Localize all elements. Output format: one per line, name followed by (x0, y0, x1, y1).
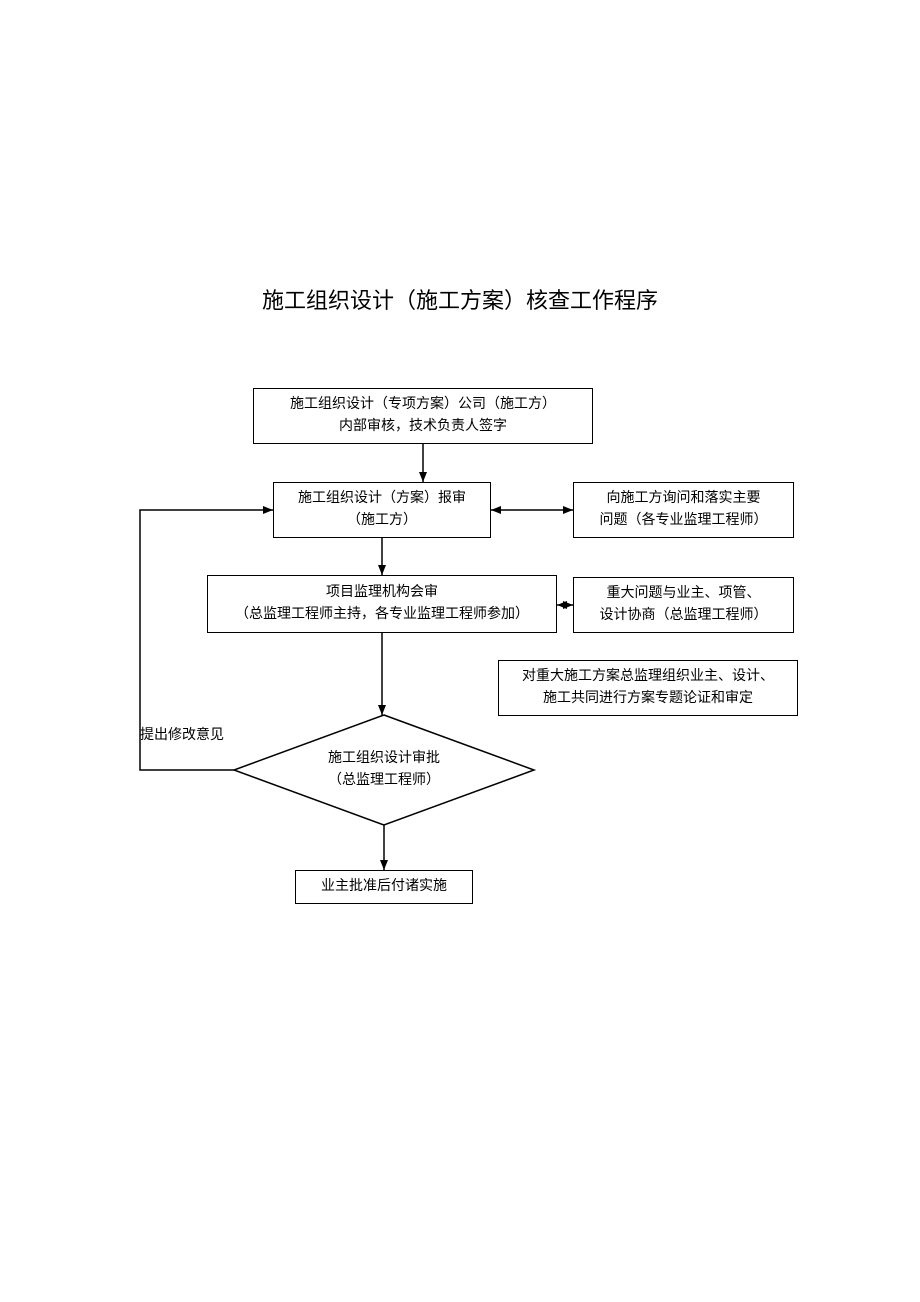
page-title: 施工组织设计（施工方案）核查工作程序 (0, 283, 920, 315)
side-major-review: 对重大施工方案总监理组织业主、设计、施工共同进行方案专题论证和审定 (498, 660, 798, 716)
flow-lines (0, 0, 920, 1302)
side-inquire: 向施工方询问和落实主要问题（各专业监理工程师） (573, 482, 794, 538)
side-consult: 重大问题与业主、项管、设计协商（总监理工程师） (573, 577, 794, 633)
node-supervision-review: 项目监理机构会审（总监理工程师主持，各专业监理工程师参加） (207, 575, 557, 633)
node-submit-review: 施工组织设计（方案）报审（施工方） (273, 482, 491, 538)
node-owner-approve: 业主批准后付诸实施 (295, 870, 473, 904)
feedback-label: 提出修改意见 (140, 724, 224, 744)
node-internal-review: 施工组织设计（专项方案）公司（施工方）内部审核，技术负责人签字 (253, 388, 593, 444)
node-approval-decision: 施工组织设计审批（总监理工程师） (279, 726, 489, 814)
page: 施工组织设计（施工方案）核查工作程序 施工组织设计（专项方案）公司（施工方）内部… (0, 0, 920, 1302)
